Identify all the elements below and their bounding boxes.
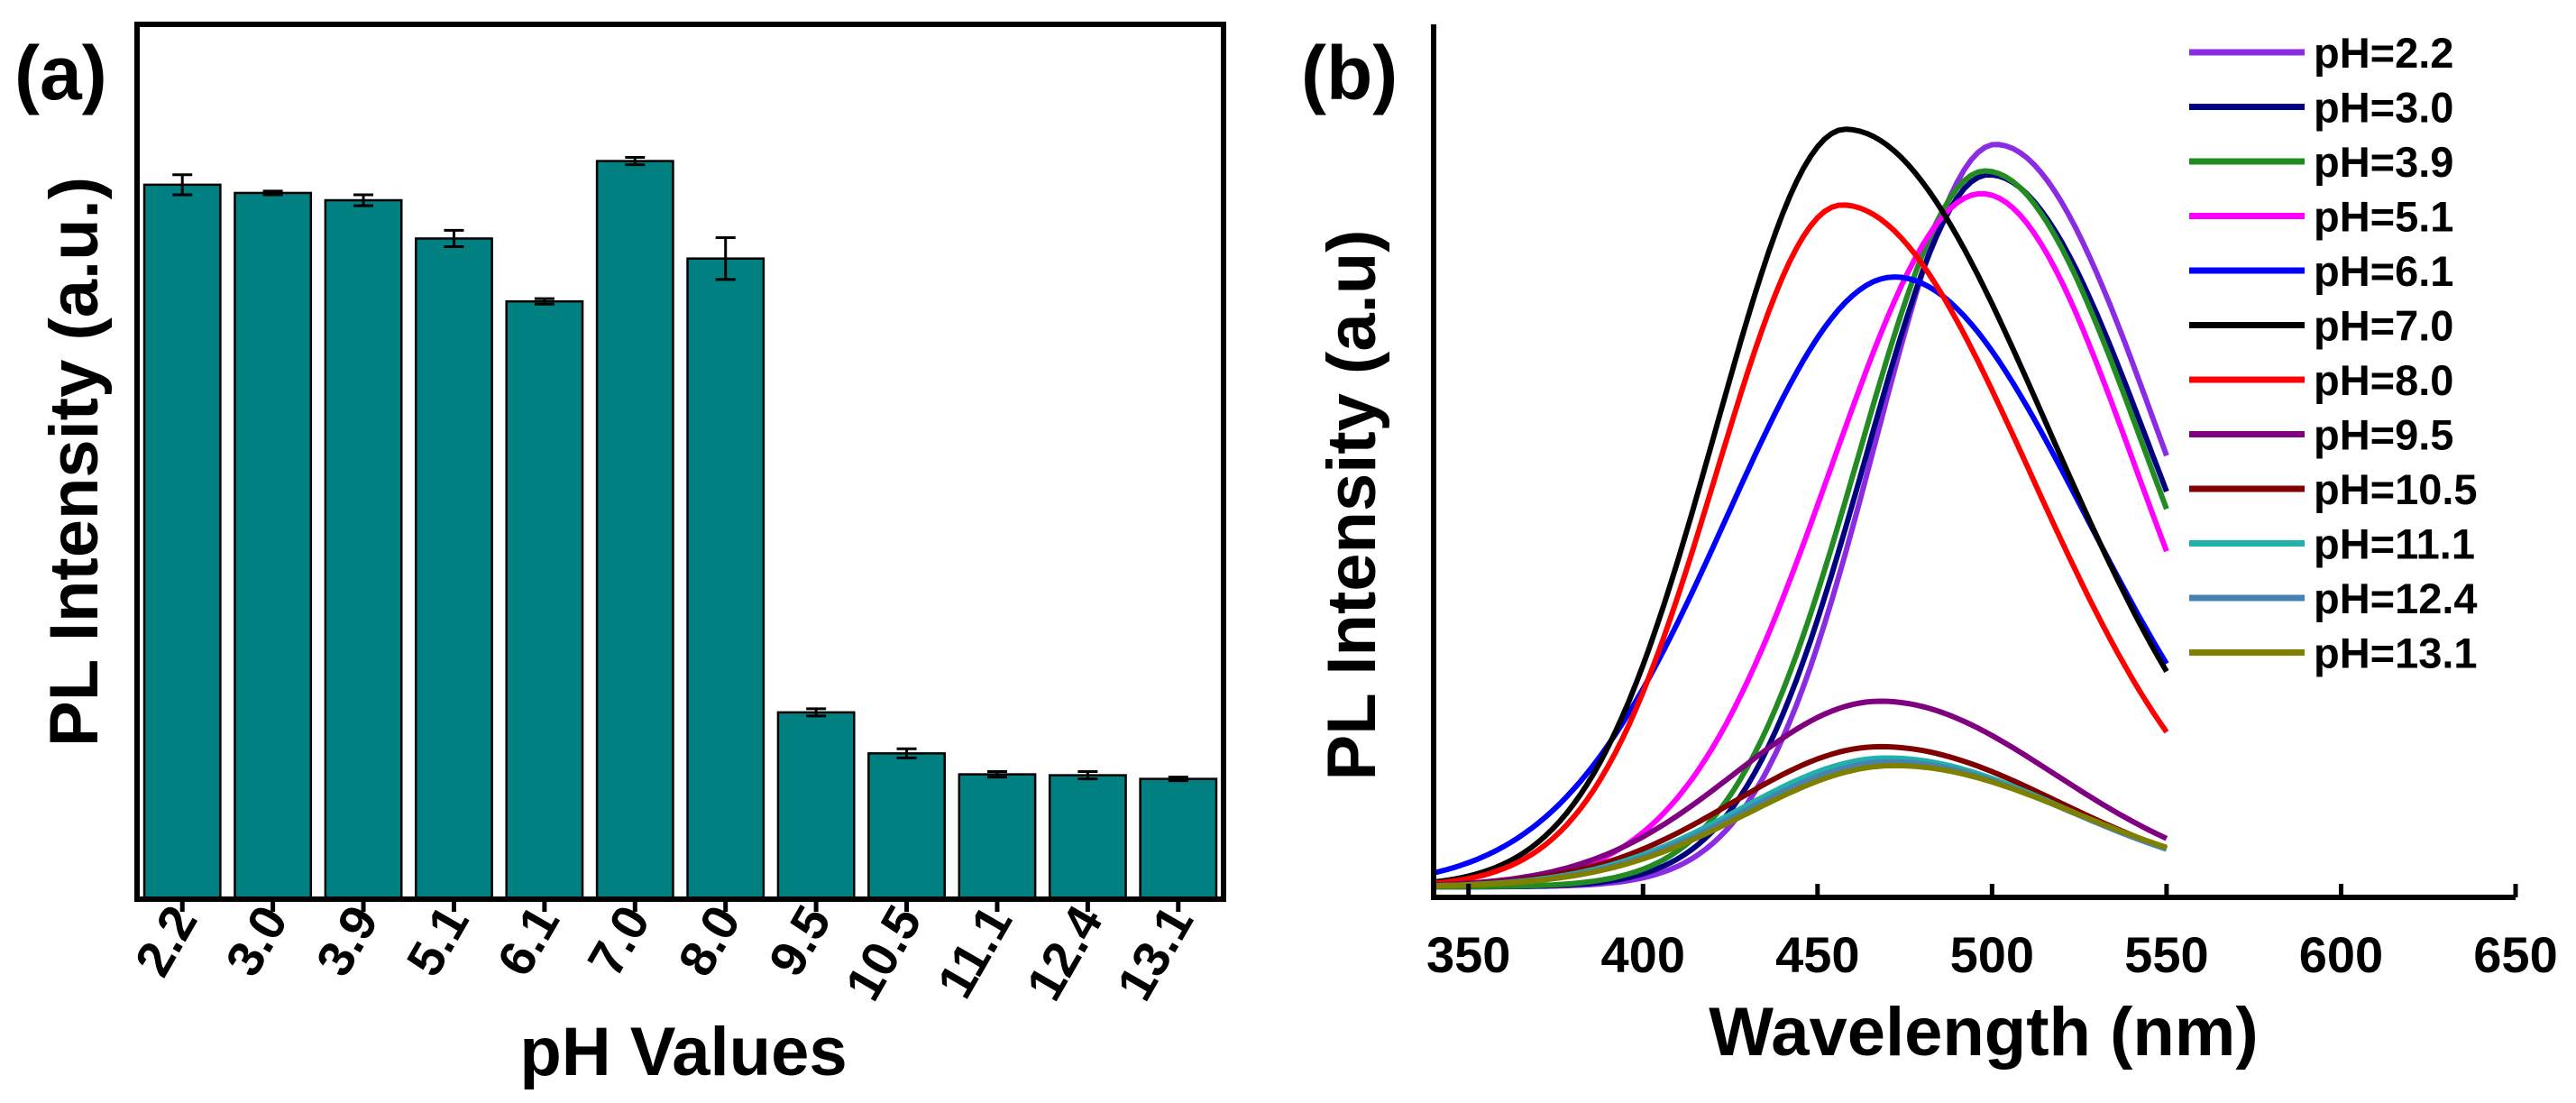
legend-label: pH=3.9 [2314, 138, 2453, 186]
legend-item: pH=7.0 [2189, 302, 2453, 350]
bar-ph-8-0 [686, 257, 765, 901]
legend-item: pH=6.1 [2189, 247, 2453, 295]
bar-ph-7-0 [595, 160, 674, 901]
x-tick-label: 3.0 [215, 896, 298, 986]
legend-label: pH=5.1 [2314, 193, 2453, 241]
panel-a-y-axis-label: PL Intensity (a.u.) [36, 177, 113, 747]
x-tick-label: 450 [1775, 926, 1859, 983]
x-tick-label: 7.0 [576, 896, 660, 986]
x-tick-label: 2.2 [124, 896, 207, 986]
x-tick-label: 11.1 [926, 896, 1023, 1007]
bar-ph-3-0 [234, 191, 313, 901]
bar-ph-10-5 [867, 752, 946, 901]
legend-item: pH=2.2 [2189, 29, 2453, 77]
x-tick-label: 3.9 [305, 896, 389, 986]
legend-label: pH=11.1 [2314, 520, 2475, 568]
x-tick-label: 550 [2124, 926, 2208, 983]
bar-ph-6-1 [505, 299, 584, 901]
series-line-ph-13-1 [1433, 762, 2168, 889]
x-tick-label: 12.4 [1015, 896, 1114, 1010]
legend-item: pH=9.5 [2189, 411, 2453, 459]
legend-label: pH=9.5 [2314, 411, 2453, 459]
panel-b-axes [1431, 24, 2516, 900]
x-tick-label: 6.1 [486, 896, 570, 986]
legend-item: pH=3.9 [2189, 138, 2453, 186]
x-tick-label: 650 [2473, 926, 2557, 983]
x-tick-label: 13.1 [1105, 896, 1204, 1010]
x-tick-label: 500 [1950, 926, 2034, 983]
series-line-ph-3-9 [1434, 168, 2169, 890]
error-bar-ph-6-1 [534, 297, 555, 306]
series-line-ph-7-0 [1433, 126, 2169, 886]
error-bar-ph-8-0 [715, 235, 736, 281]
legend-label: pH=8.0 [2314, 356, 2453, 404]
error-bar-ph-3-0 [262, 189, 283, 197]
legend-label: pH=2.2 [2314, 29, 2453, 77]
panel-b-label: (b) [1301, 31, 1398, 115]
x-tick-label: 350 [1426, 926, 1510, 983]
panel-a-bar-chart: 2.2 3.0 3.9 5.1 6.1 7.0 8.0 9.510.511.112.413.1… [36, 22, 1226, 1090]
legend-item: pH=5.1 [2189, 193, 2453, 241]
bar-ph-5-1 [415, 237, 493, 901]
panel-a-plot-frame [134, 22, 1226, 902]
panel-a-label: (a) [14, 31, 107, 115]
x-tick-label: 600 [2299, 926, 2383, 983]
panel-b-line-chart: 350 400 450 500 550 600 650 PL Intensity (a.u)… [1314, 24, 2558, 1071]
error-bar-ph-13-1 [1168, 776, 1188, 783]
legend-item: pH=3.0 [2189, 84, 2453, 132]
error-bar-ph-7-0 [625, 156, 646, 167]
error-bar-ph-9-5 [806, 707, 827, 718]
x-tick-label: 400 [1601, 926, 1685, 983]
legend-item: pH=10.5 [2189, 465, 2478, 513]
legend-label: pH=13.1 [2314, 630, 2478, 677]
x-tick-label: 8.0 [667, 896, 751, 986]
legend-label: pH=3.0 [2314, 84, 2453, 132]
panel-b-x-axis-label: Wavelength (nm) [1709, 994, 2258, 1071]
x-tick-label: 10.5 [834, 896, 932, 1010]
legend-label: pH=12.4 [2314, 574, 2478, 622]
error-bar-ph-5-1 [444, 228, 464, 249]
legend-item: pH=8.0 [2189, 356, 2453, 404]
panel-a-x-axis-label: pH Values [519, 1014, 847, 1090]
error-bar-ph-3-9 [353, 193, 374, 207]
error-bar-ph-12-4 [1077, 770, 1098, 781]
error-bar-ph-2-2 [172, 173, 193, 197]
legend-item: pH=11.1 [2189, 520, 2475, 568]
bar-ph-11-1 [958, 773, 1037, 901]
x-tick-label: 5.1 [395, 896, 479, 986]
x-tick-label: 9.5 [757, 896, 841, 986]
bar-ph-9-5 [776, 711, 856, 901]
error-bar-ph-11-1 [986, 770, 1007, 779]
legend-label: pH=7.0 [2314, 302, 2453, 350]
panel-b-legend: pH=2.2 pH=3.0 pH=3.9 pH=5.1 pH=6.1 pH=7.0 pH=8… [2189, 29, 2478, 677]
series-line-ph-9-5 [1433, 698, 2168, 888]
bar-ph-2-2 [142, 183, 222, 901]
series-line-ph-6-1 [1433, 274, 2169, 876]
panel-b-y-axis-label: PL Intensity (a.u) [1314, 230, 1390, 781]
error-bar-ph-10-5 [896, 747, 917, 759]
legend-item: pH=13.1 [2189, 630, 2478, 677]
legend-label: pH=10.5 [2314, 465, 2478, 513]
legend-item: pH=12.4 [2189, 574, 2478, 622]
bar-ph-12-4 [1048, 774, 1127, 901]
series-line-ph-8-0 [1433, 202, 2169, 887]
bar-ph-13-1 [1139, 777, 1218, 901]
bar-ph-3-9 [324, 198, 403, 901]
legend-label: pH=6.1 [2314, 247, 2453, 295]
